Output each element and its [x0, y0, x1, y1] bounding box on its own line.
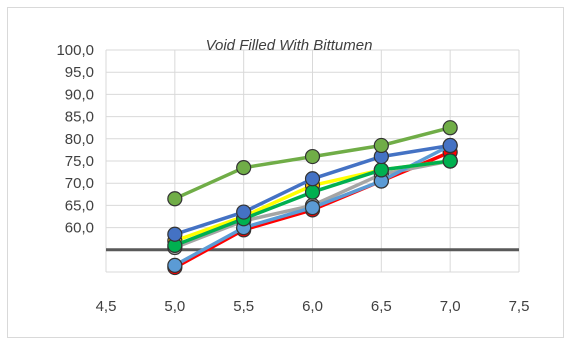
- y-tick-label: 95,0: [65, 64, 94, 81]
- data-point: [167, 257, 183, 273]
- data-point: [236, 204, 252, 220]
- x-tick-label: 6,0: [302, 298, 323, 315]
- series-7: [167, 120, 458, 207]
- chart-title: Void Filled With Bittumen: [206, 37, 373, 54]
- y-tick-label: 75,0: [65, 153, 94, 170]
- data-point: [304, 200, 321, 216]
- data-point: [167, 226, 183, 242]
- y-tick-label: 70,0: [65, 175, 94, 192]
- y-tick-label: 85,0: [65, 109, 94, 126]
- data-point: [442, 120, 458, 136]
- line-chart: 100,0 95,0 90,0 85,0 80,0 75,0 70,0 65,0 60,0 4,5…: [56, 37, 529, 315]
- x-tick-label: 6,5: [371, 298, 392, 315]
- x-tick-label: 5,5: [233, 298, 254, 315]
- y-tick-label: 100,0: [56, 42, 94, 59]
- series-6: [167, 137, 458, 242]
- y-tick-label: 60,0: [65, 220, 94, 237]
- data-point: [236, 160, 252, 176]
- x-tick-label: 7,5: [509, 298, 530, 315]
- x-tick-label: 4,5: [96, 298, 117, 315]
- data-point: [304, 148, 321, 165]
- x-tick-label: 5,0: [164, 298, 185, 315]
- chart-frame: 100,0 95,0 90,0 85,0 80,0 75,0 70,0 65,0 60,0 4,5…: [7, 7, 564, 338]
- y-tick-label: 80,0: [65, 131, 94, 148]
- data-point: [442, 137, 458, 154]
- series-layer: [167, 120, 458, 276]
- x-tick-label: 7,0: [440, 298, 461, 315]
- data-point: [304, 184, 321, 200]
- data-point: [167, 191, 183, 207]
- y-tick-label: 65,0: [65, 197, 94, 214]
- data-point: [373, 162, 389, 178]
- axis-labels: 100,0 95,0 90,0 85,0 80,0 75,0 70,0 65,0 60,0 4,5…: [56, 42, 529, 315]
- data-point: [304, 171, 321, 187]
- data-point: [442, 153, 458, 169]
- y-tick-label: 90,0: [65, 86, 94, 103]
- data-point: [373, 137, 389, 154]
